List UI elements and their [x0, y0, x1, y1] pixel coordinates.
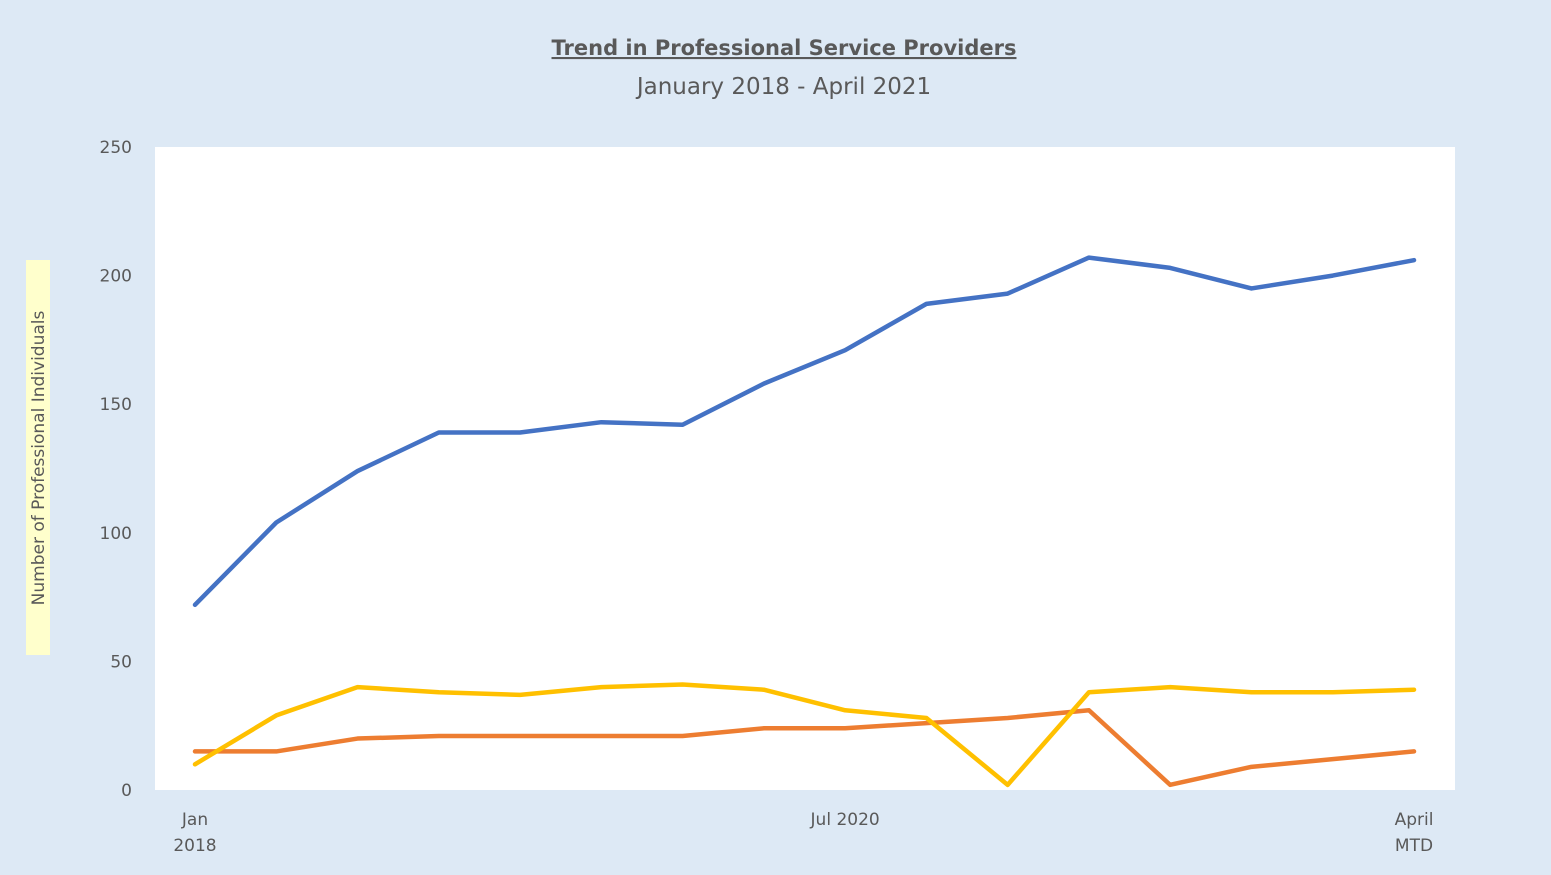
- chart-subtitle: January 2018 - April 2021: [635, 74, 931, 100]
- y-label-highlight: [26, 260, 50, 655]
- y-tick-label: 150: [100, 395, 132, 415]
- line-series: [192, 255, 1417, 608]
- y-tick-label: 250: [100, 138, 132, 158]
- y-tick-label: 50: [110, 652, 132, 672]
- y-tick-label: 200: [100, 267, 132, 287]
- y-tick-label: 0: [121, 781, 132, 801]
- y-axis-label: Number of Professional Individuals: [29, 311, 49, 606]
- line-series: [192, 682, 1417, 788]
- x-tick-label: Jan 2018: [173, 810, 217, 856]
- line-series: [192, 708, 1417, 788]
- y-tick-label: 100: [100, 524, 132, 544]
- x-tick-label: April MTD: [1394, 810, 1434, 856]
- plot-area: [155, 147, 1455, 790]
- chart-title: Trend in Professional Service Providers: [552, 36, 1017, 60]
- x-tick-label: Jul 2020: [810, 810, 880, 830]
